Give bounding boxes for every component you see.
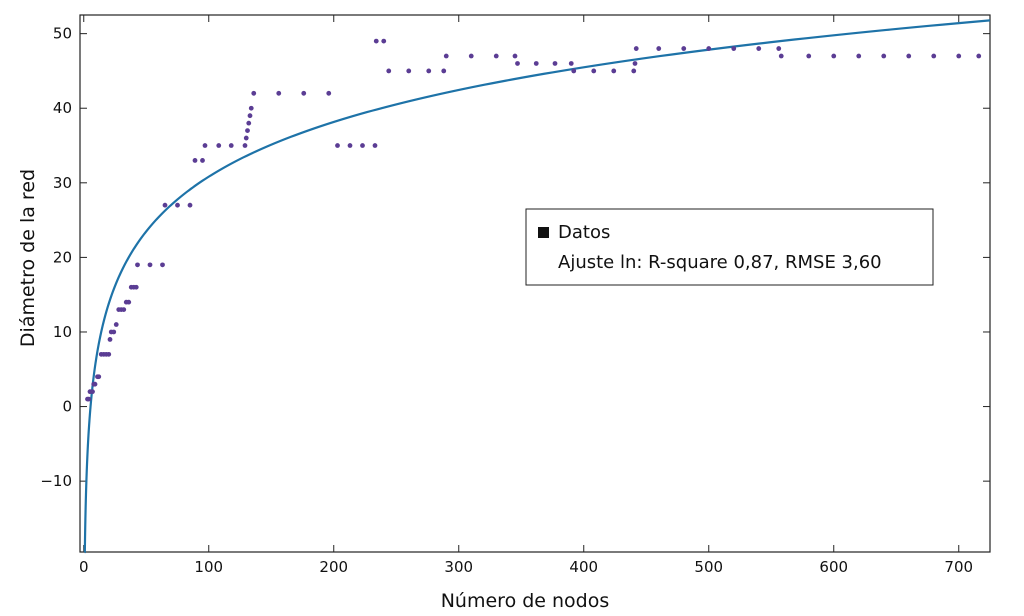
data-point (806, 53, 812, 59)
data-point (386, 68, 392, 74)
data-point (512, 53, 518, 59)
data-point (776, 46, 782, 51)
data-point (160, 262, 165, 268)
x-tick-label: 500 (694, 558, 723, 576)
data-point (611, 68, 617, 74)
data-point (533, 61, 539, 66)
data-point (631, 68, 637, 74)
y-tick-label: 20 (53, 248, 72, 266)
fit-curve (83, 19, 991, 554)
data-point (571, 68, 577, 74)
data-point (976, 53, 982, 59)
data-point (251, 90, 257, 96)
x-tick-label: 100 (194, 558, 223, 576)
data-point (162, 202, 168, 208)
data-point (111, 329, 117, 335)
data-point (731, 46, 737, 51)
data-point (426, 68, 432, 74)
data-point (778, 53, 784, 59)
data-point (106, 351, 112, 357)
data-point (113, 322, 119, 327)
data-point (246, 120, 252, 126)
data-point (243, 135, 249, 141)
x-tick-label: 400 (569, 558, 598, 576)
data-point (956, 53, 962, 59)
legend-box (525, 208, 934, 286)
data-point (326, 90, 332, 96)
data-point (347, 143, 353, 148)
data-point (135, 262, 140, 268)
data-point (656, 46, 662, 51)
data-point (931, 53, 937, 59)
data-point (245, 128, 250, 134)
data-point (372, 143, 378, 148)
data-point (96, 374, 102, 380)
data-point (202, 143, 208, 148)
data-point (216, 143, 222, 148)
y-tick-label: 0 (62, 398, 72, 416)
data-point (681, 46, 687, 51)
x-tick-label: 600 (819, 558, 848, 576)
data-point (247, 113, 253, 119)
data-point (856, 53, 862, 59)
y-tick-label: 40 (53, 99, 72, 117)
y-tick-label: −10 (40, 472, 72, 490)
legend: Datos Ajuste ln: R-square 0,87, RMSE 3,6… (525, 208, 934, 286)
data-point (86, 396, 92, 402)
data-point (107, 337, 113, 342)
data-point (276, 90, 282, 96)
data-point (881, 53, 887, 59)
data-point (706, 46, 712, 51)
data-point (568, 61, 574, 66)
data-point (360, 143, 365, 148)
data-point (632, 61, 638, 66)
data-point (591, 68, 597, 74)
x-axis-title: Número de nodos (441, 590, 610, 612)
axis-ticks: 0 100 200 300 400 500 600 700 −10 0 10 20 30 40 50 (40, 15, 990, 576)
y-tick-label: 10 (53, 323, 72, 341)
data-point (443, 53, 449, 59)
data-point (90, 389, 95, 395)
x-tick-label: 0 (79, 558, 89, 576)
data-point (373, 38, 379, 44)
y-axis-title: Diámetro de la red (17, 169, 39, 347)
data-point (493, 53, 499, 59)
data-point (175, 202, 180, 208)
data-point (906, 53, 912, 59)
data-point (335, 143, 340, 148)
x-tick-label: 700 (944, 558, 973, 576)
data-point (147, 262, 153, 268)
y-tick-label: 30 (53, 174, 72, 192)
data-point (248, 105, 254, 111)
x-tick-label: 200 (319, 558, 348, 576)
data-point (200, 158, 205, 163)
fit-layer (83, 19, 991, 554)
data-point (242, 143, 248, 148)
data-point (126, 299, 132, 305)
data-point (381, 38, 387, 44)
data-point (187, 202, 193, 208)
data-point (406, 68, 412, 74)
x-tick-label: 300 (444, 558, 473, 576)
data-points (85, 38, 982, 402)
legend-label-datos: Datos (558, 222, 610, 243)
data-point (192, 158, 198, 163)
data-point (515, 61, 520, 66)
data-point (831, 53, 837, 59)
legend-marker-datos (538, 227, 549, 238)
data-point (301, 90, 307, 96)
data-point (633, 46, 639, 51)
data-point (441, 68, 447, 74)
legend-label-ajuste: Ajuste ln: R-square 0,87, RMSE 3,60 (558, 252, 882, 273)
data-point (133, 284, 139, 290)
data-point (121, 307, 127, 312)
y-tick-label: 50 (53, 25, 72, 43)
data-point (552, 61, 558, 66)
data-point (468, 53, 474, 59)
data-point (92, 381, 98, 387)
data-point (756, 46, 762, 51)
data-point (228, 143, 234, 148)
